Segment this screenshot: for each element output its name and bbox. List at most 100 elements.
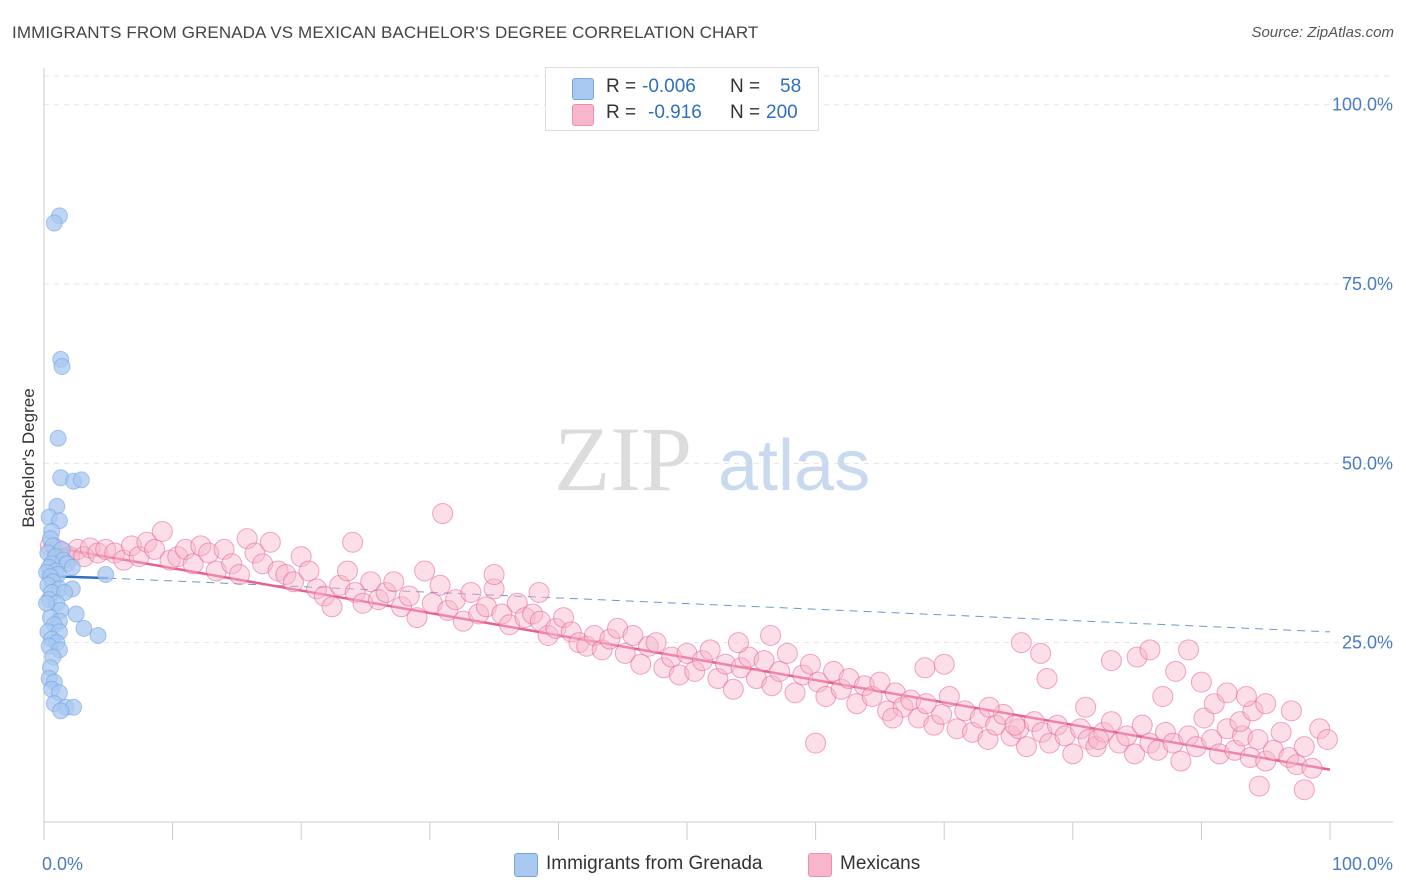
point-mexicans xyxy=(398,585,420,607)
y-tick-label: 100.0% xyxy=(1332,95,1393,115)
point-mexicans xyxy=(630,653,652,675)
point-mexicans xyxy=(545,617,567,639)
point-mexicans xyxy=(528,581,550,603)
point-mexicans xyxy=(792,664,814,686)
point-mexicans xyxy=(336,560,358,582)
x-tick-label: 100.0% xyxy=(1332,854,1393,874)
point-grenada xyxy=(38,594,56,612)
point-mexicans xyxy=(745,668,767,690)
point-mexicans xyxy=(1046,714,1068,736)
point-mexicans xyxy=(483,578,505,600)
point-mexicans xyxy=(259,531,281,553)
trend-line-mexicans xyxy=(43,544,1331,771)
point-grenada xyxy=(89,627,107,644)
point-mexicans xyxy=(853,675,875,697)
point-mexicans xyxy=(645,632,667,654)
legend-r-value: -0.916 xyxy=(648,102,702,123)
series-legend: Immigrants from Grenada Mexicans xyxy=(0,852,1406,878)
point-mexicans xyxy=(198,542,220,564)
point-mexicans xyxy=(1190,671,1212,693)
watermark-zip: ZIP xyxy=(554,408,692,510)
point-mexicans xyxy=(1108,732,1130,754)
point-mexicans xyxy=(969,707,991,729)
point-mexicans xyxy=(1088,729,1110,751)
point-mexicans xyxy=(1208,743,1230,765)
point-mexicans xyxy=(1162,732,1184,754)
point-grenada xyxy=(45,214,63,232)
point-mexicans xyxy=(946,718,968,740)
point-mexicans xyxy=(1062,743,1084,765)
point-mexicans xyxy=(1139,732,1161,754)
point-mexicans xyxy=(1039,732,1061,754)
point-mexicans xyxy=(784,682,806,704)
point-mexicans xyxy=(823,660,845,682)
point-mexicans xyxy=(869,671,891,693)
point-mexicans xyxy=(1309,718,1331,740)
point-mexicans xyxy=(313,585,335,607)
point-mexicans xyxy=(151,520,173,542)
point-mexicans xyxy=(931,703,953,725)
axes xyxy=(43,68,1393,840)
series-swatch-grenada xyxy=(514,853,538,877)
y-tick-label: 75.0% xyxy=(1342,274,1393,294)
point-mexicans xyxy=(375,581,397,603)
point-mexicans xyxy=(1255,750,1277,772)
point-mexicans xyxy=(120,535,142,557)
point-mexicans xyxy=(1248,775,1270,797)
point-mexicans xyxy=(805,732,827,754)
point-mexicans xyxy=(1193,707,1215,729)
point-grenada xyxy=(52,702,70,720)
point-mexicans xyxy=(1054,725,1076,747)
point-mexicans xyxy=(992,703,1014,725)
point-mexicans xyxy=(1070,718,1092,740)
data-points xyxy=(38,207,1338,801)
point-mexicans xyxy=(429,574,451,596)
point-mexicans xyxy=(1286,754,1308,776)
legend-r-label: R = xyxy=(606,76,637,97)
point-mexicans xyxy=(933,653,955,675)
point-mexicans xyxy=(915,693,937,715)
point-mexicans xyxy=(954,700,976,722)
point-grenada xyxy=(49,429,67,447)
point-mexicans xyxy=(1031,721,1053,743)
point-mexicans xyxy=(1255,693,1277,715)
point-mexicans xyxy=(560,621,582,643)
point-mexicans xyxy=(923,714,945,736)
point-mexicans xyxy=(406,607,428,629)
point-mexicans xyxy=(1280,700,1302,722)
point-mexicans xyxy=(483,564,505,586)
point-mexicans xyxy=(661,646,683,668)
point-mexicans xyxy=(1301,757,1323,779)
point-mexicans xyxy=(830,678,852,700)
point-mexicans xyxy=(1030,642,1052,664)
point-mexicans xyxy=(1139,639,1161,661)
point-mexicans xyxy=(1262,739,1284,761)
point-mexicans xyxy=(244,542,266,564)
point-mexicans xyxy=(1008,718,1030,740)
point-mexicans xyxy=(576,635,598,657)
point-mexicans xyxy=(1278,746,1300,768)
point-mexicans xyxy=(383,571,405,593)
point-mexicans xyxy=(475,596,497,618)
point-mexicans xyxy=(753,650,775,672)
point-mexicans xyxy=(715,653,737,675)
point-mexicans xyxy=(684,660,706,682)
x-tick-label: 0.0% xyxy=(42,854,83,874)
point-mexicans xyxy=(1036,668,1058,690)
series-label-grenada: Immigrants from Grenada xyxy=(546,853,763,874)
point-mexicans xyxy=(614,642,636,664)
point-mexicans xyxy=(1293,779,1315,801)
point-mexicans xyxy=(221,553,243,575)
point-mexicans xyxy=(468,603,490,625)
legend-r-value: -0.006 xyxy=(642,76,696,97)
point-mexicans xyxy=(1075,696,1097,718)
legend-swatch-grenada xyxy=(572,78,594,100)
point-grenada xyxy=(97,566,115,584)
point-mexicans xyxy=(846,693,868,715)
point-mexicans xyxy=(1216,682,1238,704)
point-mexicans xyxy=(1126,646,1148,668)
point-mexicans xyxy=(1293,736,1315,758)
correlation-legend: R = -0.006 N = 58 R = -0.916 N = 200 xyxy=(545,67,819,131)
point-mexicans xyxy=(1010,632,1032,654)
point-grenada xyxy=(67,605,85,623)
